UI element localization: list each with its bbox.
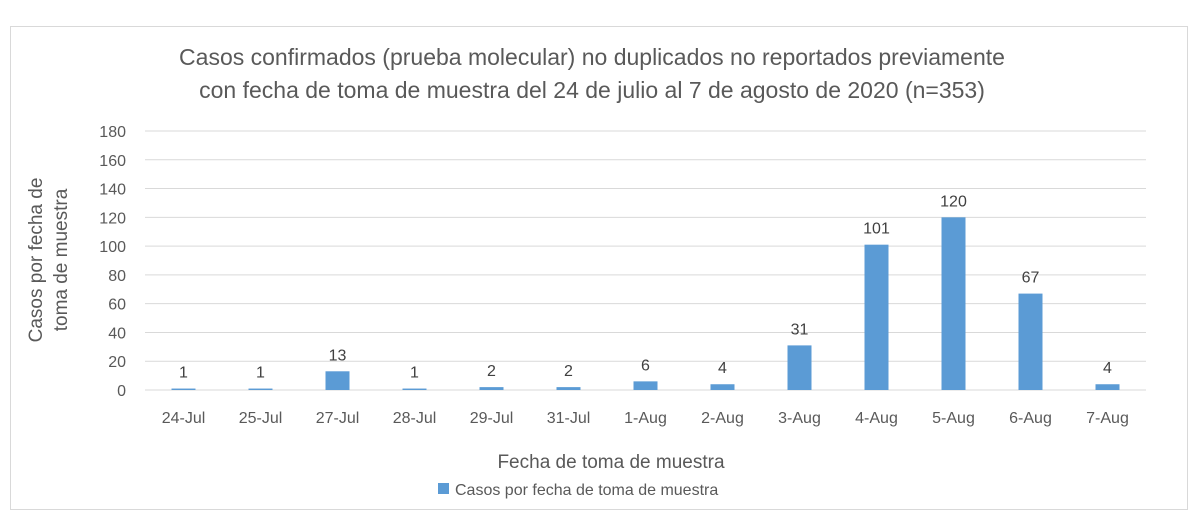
y-axis-ticks: 0 20 40 60 80 100 120 140 160 180	[99, 124, 126, 400]
bar-value-label: 1	[179, 365, 188, 382]
x-tick-label: 6-Aug	[1009, 410, 1052, 427]
bar	[1018, 293, 1043, 390]
bar	[479, 387, 504, 390]
y-tick-label: 140	[99, 182, 126, 199]
bar-value-label: 4	[718, 360, 727, 377]
gridlines	[145, 130, 1146, 391]
legend-label: Casos por fecha de toma de muestra	[455, 482, 718, 499]
bar	[402, 388, 427, 390]
y-tick-label: 60	[108, 297, 126, 314]
bars	[171, 217, 1120, 390]
bar-value-label: 120	[940, 193, 967, 210]
x-tick-label: 24-Jul	[162, 410, 206, 427]
y-axis-title: Casos por fecha de toma de muestra	[26, 178, 72, 343]
bar-value-label: 2	[564, 363, 573, 380]
x-tick-label: 29-Jul	[470, 410, 514, 427]
bar-value-label: 1	[256, 365, 265, 382]
bar	[941, 217, 966, 390]
y-tick-label: 180	[99, 124, 126, 141]
bar-value-label: 31	[791, 321, 809, 338]
y-tick-label: 100	[99, 239, 126, 256]
bar	[710, 384, 735, 390]
y-axis-title-line-1: Casos por fecha de	[26, 178, 47, 343]
bar-value-label: 1	[410, 365, 419, 382]
x-tick-label: 25-Jul	[239, 410, 283, 427]
chart-title-line-2: con fecha de toma de muestra del 24 de j…	[199, 77, 985, 103]
bar-value-label: 4	[1103, 360, 1112, 377]
y-tick-label: 80	[108, 268, 126, 285]
x-tick-label: 1-Aug	[624, 410, 667, 427]
x-tick-label: 5-Aug	[932, 410, 975, 427]
bar-value-label: 13	[329, 347, 347, 364]
bar-value-label: 67	[1022, 270, 1040, 287]
chart-title: Casos confirmados (prueba molecular) no …	[179, 44, 1005, 103]
y-tick-label: 120	[99, 210, 126, 227]
bar-value-label: 2	[487, 363, 496, 380]
y-tick-label: 0	[117, 383, 126, 400]
y-axis-title-line-2: toma de muestra	[51, 188, 72, 331]
y-tick-label: 160	[99, 153, 126, 170]
legend: Casos por fecha de toma de muestra	[438, 482, 718, 499]
y-tick-label: 20	[108, 354, 126, 371]
x-tick-label: 7-Aug	[1086, 410, 1129, 427]
x-axis-title: Fecha de toma de muestra	[497, 452, 724, 473]
data-labels: 1 1 13 1 2 2 6 4 31 101 120 67 4	[179, 193, 1112, 381]
y-tick-label: 40	[108, 325, 126, 342]
x-tick-label: 4-Aug	[855, 410, 898, 427]
bar	[556, 387, 581, 390]
bar	[633, 381, 658, 390]
x-axis-ticks: 24-Jul 25-Jul 27-Jul 28-Jul 29-Jul 31-Jul 1-Au…	[162, 410, 1129, 427]
bar	[864, 244, 889, 390]
x-tick-label: 27-Jul	[316, 410, 360, 427]
legend-swatch	[438, 483, 449, 494]
bar	[325, 371, 350, 390]
x-tick-label: 2-Aug	[701, 410, 744, 427]
x-tick-label: 31-Jul	[547, 410, 591, 427]
bar	[787, 345, 812, 390]
chart-frame	[10, 26, 1188, 510]
bar	[1095, 384, 1120, 390]
bar-value-label: 101	[863, 221, 890, 238]
bar	[171, 388, 196, 390]
bar-value-label: 6	[641, 357, 650, 374]
x-tick-label: 28-Jul	[393, 410, 437, 427]
x-tick-label: 3-Aug	[778, 410, 821, 427]
bar	[248, 388, 273, 390]
chart-title-line-1: Casos confirmados (prueba molecular) no …	[179, 44, 1005, 70]
